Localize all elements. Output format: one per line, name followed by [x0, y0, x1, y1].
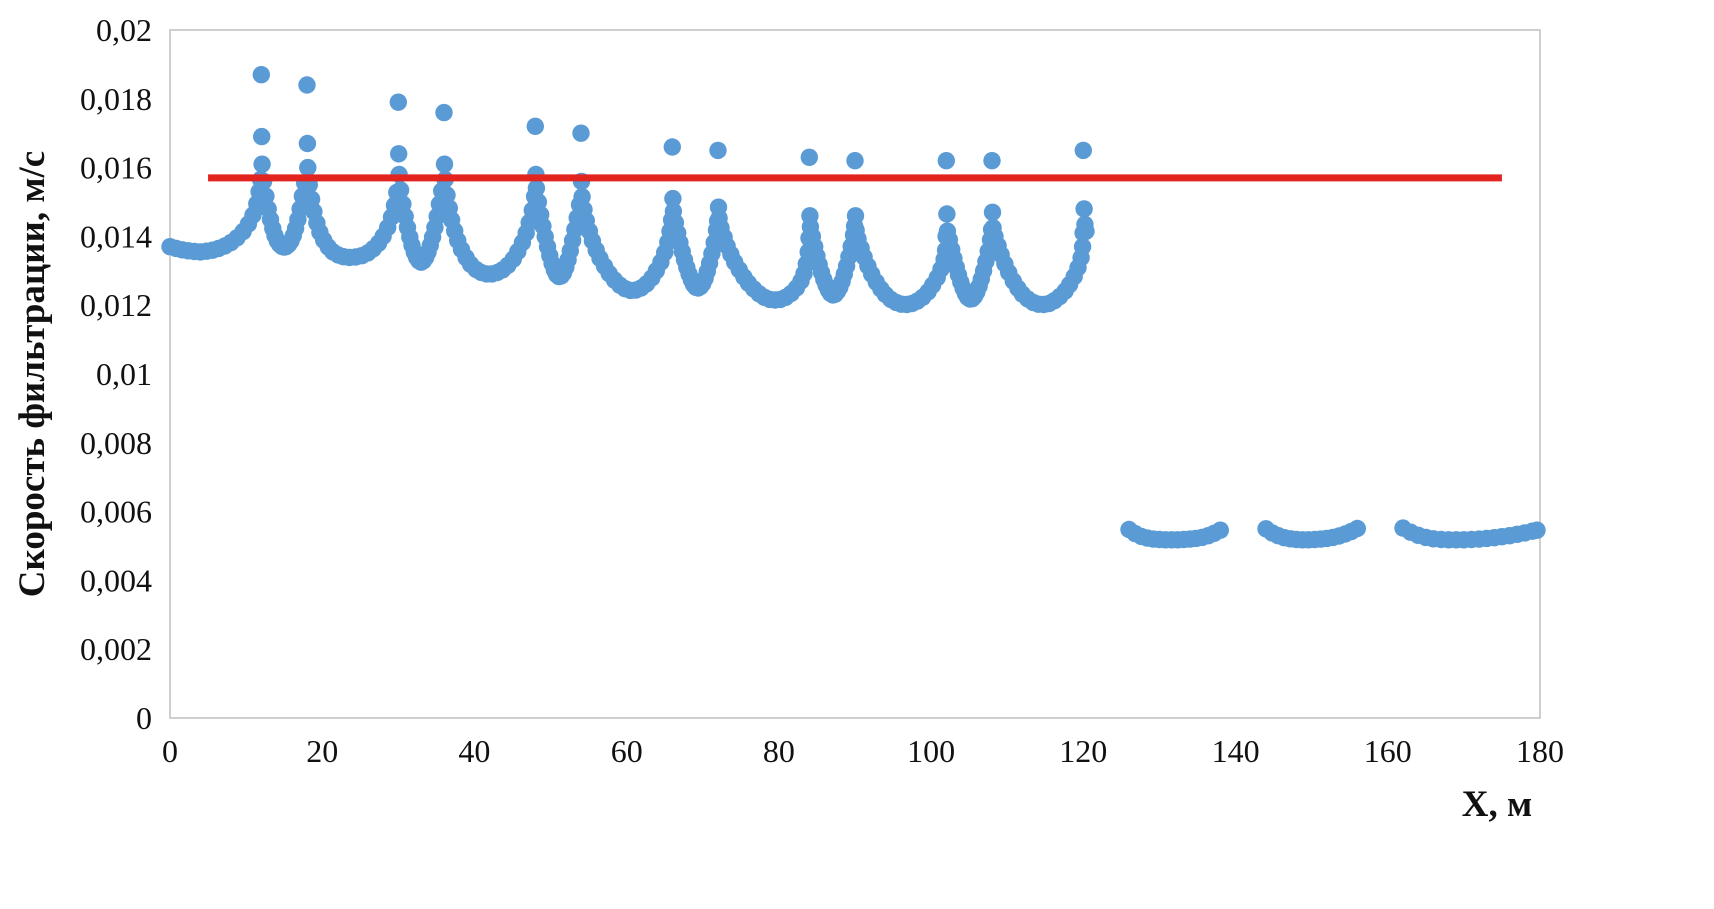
data-point [1528, 521, 1546, 539]
x-tick-label: 180 [1516, 733, 1564, 769]
x-tick-label: 80 [763, 733, 795, 769]
x-tick-label: 140 [1212, 733, 1260, 769]
data-point [298, 134, 317, 153]
x-tick-label: 120 [1059, 733, 1107, 769]
data-point [389, 93, 407, 111]
data-point [298, 76, 316, 94]
data-point [1211, 521, 1230, 539]
x-tick-label: 160 [1364, 733, 1412, 769]
data-point [846, 207, 865, 225]
data-point [572, 124, 590, 142]
y-tick-label: 0,01 [96, 356, 152, 392]
data-point [937, 152, 955, 170]
data-point [663, 138, 681, 156]
data-point [983, 203, 1002, 221]
data-point [253, 155, 271, 173]
y-tick-label: 0,002 [80, 631, 152, 667]
x-tick-labels: 0 20 40 60 80 100 120 140 160 180 [162, 733, 1564, 769]
y-tick-label: 0 [136, 700, 152, 736]
x-tick-label: 40 [458, 733, 490, 769]
y-tick-label: 0,004 [80, 562, 152, 598]
data-point [526, 117, 544, 135]
y-tick-label: 0,018 [80, 81, 152, 117]
plot-frame [169, 29, 1541, 719]
y-tick-label: 0,014 [80, 218, 152, 254]
data-point [1077, 222, 1095, 240]
data-point [391, 181, 410, 199]
data-point [435, 103, 453, 122]
data-point [573, 188, 591, 206]
data-point [527, 179, 546, 197]
data-point [1075, 200, 1093, 218]
y-tick-labels: 0 0,002 0,004 0,006 0,008 0,01 0,012 0,014 0,016… [80, 12, 152, 736]
data-point [983, 152, 1001, 170]
data-point [938, 205, 956, 223]
data-point [709, 141, 727, 160]
y-tick-label: 0,008 [80, 425, 152, 461]
data-point [800, 148, 818, 166]
y-tick-label: 0,016 [80, 150, 152, 186]
data-point [299, 158, 317, 177]
x-tick-label: 60 [611, 733, 643, 769]
data-point [1074, 141, 1093, 160]
data-point [435, 155, 454, 173]
y-axis-title: Скорость фильтрации, м/с [12, 151, 53, 597]
data-point [1073, 238, 1092, 256]
data-point [1348, 519, 1367, 538]
x-tick-label: 100 [907, 733, 955, 769]
data-point [252, 66, 270, 84]
data-point [846, 152, 864, 170]
data-point [390, 145, 408, 163]
data-point [664, 189, 682, 208]
x-tick-label: 0 [162, 733, 178, 769]
x-axis-title: X, м [1462, 784, 1532, 825]
y-tick-label: 0,006 [80, 494, 152, 530]
data-point [253, 127, 271, 146]
x-tick-label: 20 [306, 733, 338, 769]
y-tick-label: 0,02 [96, 12, 152, 48]
data-point [438, 186, 456, 204]
velocity-series [161, 66, 1546, 549]
y-tick-label: 0,012 [80, 287, 152, 323]
